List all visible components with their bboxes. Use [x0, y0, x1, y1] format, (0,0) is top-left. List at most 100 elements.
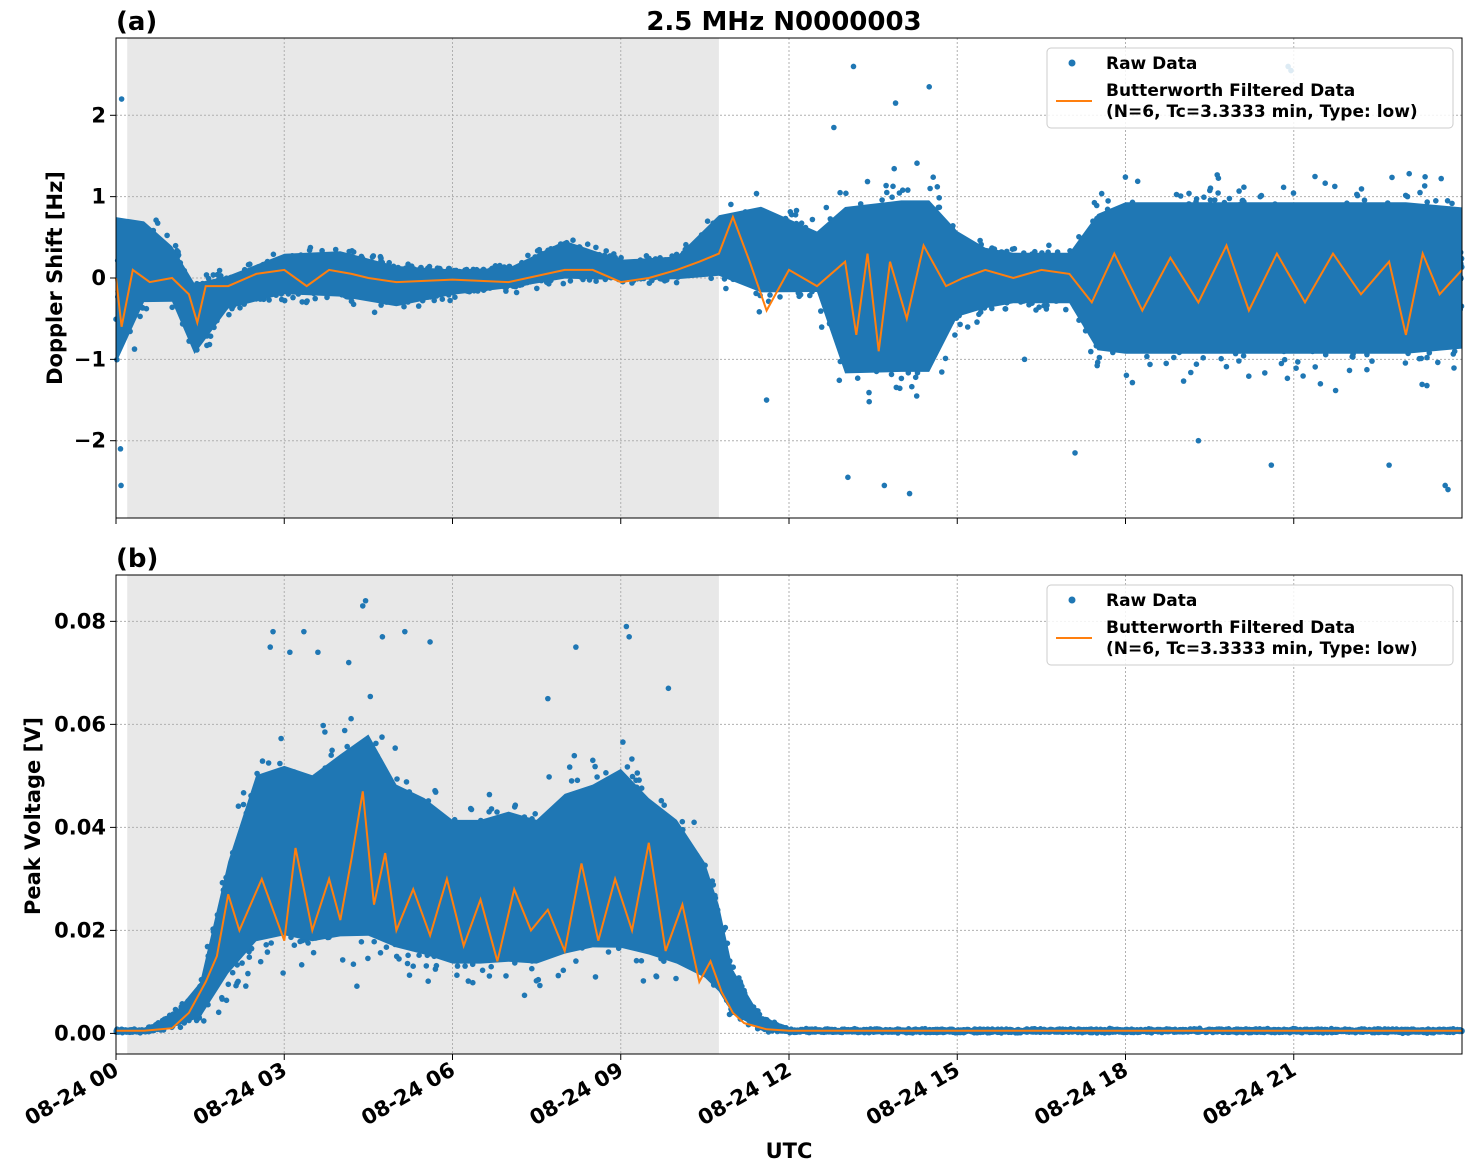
panel-a-raw-point	[371, 309, 378, 316]
panel-a-raw-point	[683, 241, 689, 248]
panel-a-raw-point	[299, 299, 306, 305]
panel-a-raw-point	[377, 253, 384, 260]
panel-a-raw-point	[964, 324, 971, 330]
panel-a-raw-point	[216, 267, 223, 274]
panel-a-raw-point	[1193, 196, 1200, 202]
panel-a-raw-point	[1236, 358, 1242, 364]
panel-a-raw-point	[866, 389, 872, 396]
panel-a-raw-point	[909, 383, 915, 390]
panel-a-raw-point	[270, 251, 277, 258]
panel-a-raw-point	[728, 201, 734, 208]
panel-a-raw-point	[1215, 175, 1222, 181]
panel-a-raw-point	[823, 204, 830, 211]
panel-a-raw-point	[1332, 183, 1338, 190]
panel-a-raw-point	[753, 190, 760, 197]
panel-a-raw-point	[1358, 186, 1365, 192]
panel-a-raw-point	[439, 296, 446, 303]
panel-a-raw-point	[891, 165, 897, 172]
panel-a-raw-point	[1011, 245, 1018, 252]
panel-a-raw-point	[888, 371, 895, 378]
panel-a-raw-point	[1312, 364, 1318, 370]
panel-a-raw-point	[1417, 189, 1423, 196]
panel-a-raw-point	[525, 252, 531, 259]
panel-a-raw-point	[1354, 191, 1360, 198]
panel-a-raw-point	[1262, 370, 1268, 376]
panel-a-raw-point	[952, 332, 958, 338]
panel-a-raw-point	[584, 241, 591, 247]
panel-a-raw-point	[1451, 365, 1457, 371]
panel-a-raw-point	[1419, 381, 1425, 388]
panel-a-raw-point	[927, 185, 933, 192]
panel-a-raw-point	[890, 183, 896, 190]
panel-a-raw-point	[1171, 354, 1177, 361]
panel-a-raw-point	[1200, 355, 1206, 361]
panel-a-raw-point	[1207, 187, 1213, 194]
panel-a: 210−2−1 (a) 2.5 MHz N0000003 Doppler Shi…	[43, 7, 1465, 524]
panel-a-raw-point	[1293, 365, 1299, 372]
panel-a-raw-point	[1317, 381, 1324, 387]
panel-a-raw-point	[1450, 351, 1457, 357]
panel-a-raw-point	[172, 242, 179, 249]
panel-a-raw-point	[1438, 175, 1444, 182]
panel-a-raw-point	[913, 393, 920, 399]
panel-a-raw-point	[1144, 353, 1150, 360]
panel-a-raw-point	[1193, 361, 1200, 368]
panel-a-raw-point	[603, 248, 609, 254]
panel-a-raw-point	[1201, 194, 1207, 200]
panel-a-raw-point	[164, 232, 170, 239]
panel-a-raw-point	[1402, 360, 1409, 366]
panel-a-raw-point	[976, 311, 982, 318]
panel-a-raw-point	[898, 375, 905, 382]
panel-a-raw-point	[884, 189, 890, 196]
panel-a-raw-point	[879, 197, 885, 203]
panel-a-raw-point	[1369, 358, 1375, 364]
panel-a-raw-point	[1046, 242, 1052, 249]
panel-a-raw-point	[1295, 359, 1301, 365]
panel-a-raw-point	[307, 244, 314, 251]
panel-a-raw-point	[1188, 369, 1194, 376]
panel-a-raw-point	[348, 298, 355, 305]
panel-a-raw-point	[899, 187, 906, 193]
panel-a-raw-point	[777, 294, 783, 300]
panel-a-raw-point	[1246, 373, 1252, 380]
panel-a-raw-point	[792, 212, 799, 218]
panel-a-raw-point	[1123, 372, 1130, 379]
panel-a-raw-point	[1350, 354, 1356, 360]
panel-a-raw-point	[593, 278, 599, 285]
panel-a-raw-point	[1402, 192, 1409, 199]
panel-a-raw-point	[673, 279, 680, 286]
panel-a-raw-point	[303, 299, 310, 306]
panel-a-raw-point	[1226, 195, 1233, 202]
panel-a-raw-point	[843, 190, 849, 197]
panel-a-raw-point	[536, 246, 543, 253]
panel-a-raw-point	[1033, 307, 1039, 313]
panel-a-raw-point	[809, 216, 816, 223]
panel-a-raw-point	[1043, 306, 1050, 312]
panel-a-raw-point	[1433, 198, 1439, 204]
panel-a-raw-point	[1435, 359, 1441, 366]
panel-a-raw-point	[957, 321, 963, 328]
panel-a-raw-point	[1063, 306, 1069, 313]
panel-a-raw-point	[1236, 188, 1242, 194]
panel-a-raw-point	[567, 278, 574, 284]
panel-a-raw-data	[113, 63, 1465, 497]
panel-a-raw-point	[1098, 190, 1105, 197]
panel-a-raw-point	[818, 308, 824, 314]
panel-a-raw-point	[1449, 200, 1455, 207]
panel-a-raw-point	[1122, 174, 1129, 180]
panel-a-raw-point	[1406, 170, 1412, 177]
panel-a-raw-point	[723, 285, 729, 292]
panel-a-raw-point	[704, 218, 711, 224]
panel-a-raw-point	[1094, 362, 1100, 369]
panel-a-raw-point	[866, 398, 872, 405]
panel-a-raw-point	[560, 280, 567, 287]
panel-a-raw-point	[807, 292, 813, 299]
panel-a-raw-point	[767, 292, 773, 298]
panel-a-raw-point	[942, 355, 949, 362]
panel-a-raw-point	[226, 311, 232, 318]
panel-a-raw-point	[210, 272, 217, 278]
panel-a-raw-point	[1258, 192, 1265, 199]
panel-a-raw-point	[1312, 173, 1318, 180]
panel-a-raw-point	[415, 303, 422, 309]
